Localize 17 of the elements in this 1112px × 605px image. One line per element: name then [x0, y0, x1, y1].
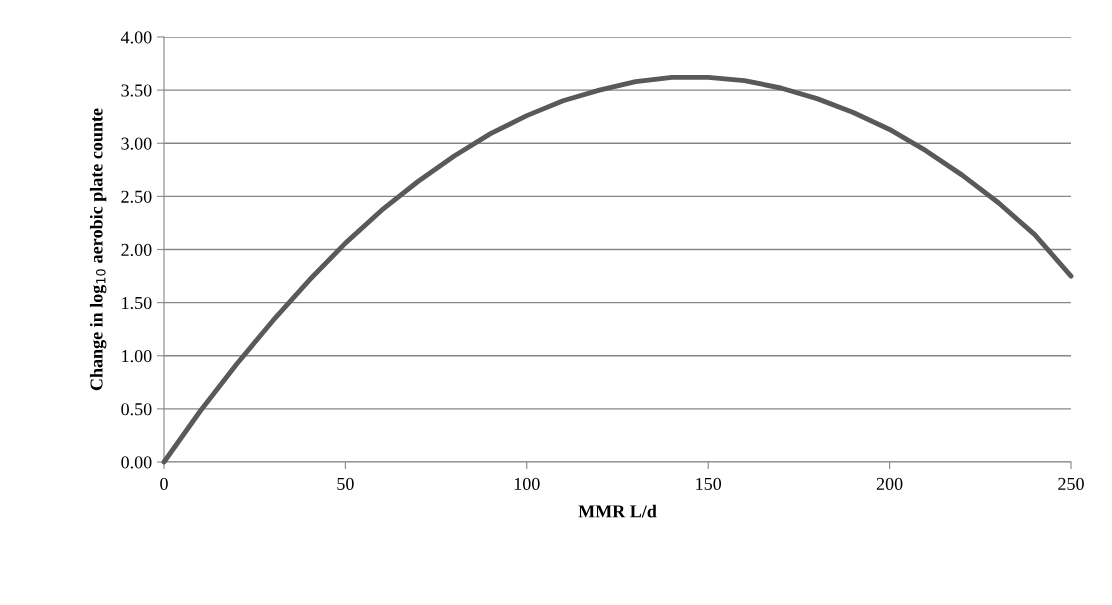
x-tick-label: 200 — [876, 477, 903, 490]
y-tick-label: 0.50 — [121, 403, 152, 416]
y-tick-label: 3.00 — [121, 137, 152, 150]
x-tick-label: 250 — [1058, 477, 1084, 490]
x-tick-label: 100 — [514, 477, 540, 490]
x-tick-label: 150 — [696, 477, 722, 490]
y-tick-label: 3.50 — [121, 84, 152, 97]
y-tick-label: 2.50 — [121, 190, 152, 203]
y-axis-title: Change in log$_{10}$ aerobic plate counte — [89, 108, 107, 391]
x-axis-title: MMR L/d — [578, 504, 657, 518]
y-tick-label: 4.00 — [120, 31, 152, 44]
y-tick-label: 0.00 — [121, 456, 152, 469]
x-tick-label: 50 — [337, 477, 354, 490]
y-tick-label: 2.00 — [121, 243, 152, 257]
y-tick-label: 1.00 — [122, 350, 152, 363]
y-tick-label: 1.50 — [122, 296, 152, 310]
x-tick-label: 0 — [160, 477, 168, 490]
